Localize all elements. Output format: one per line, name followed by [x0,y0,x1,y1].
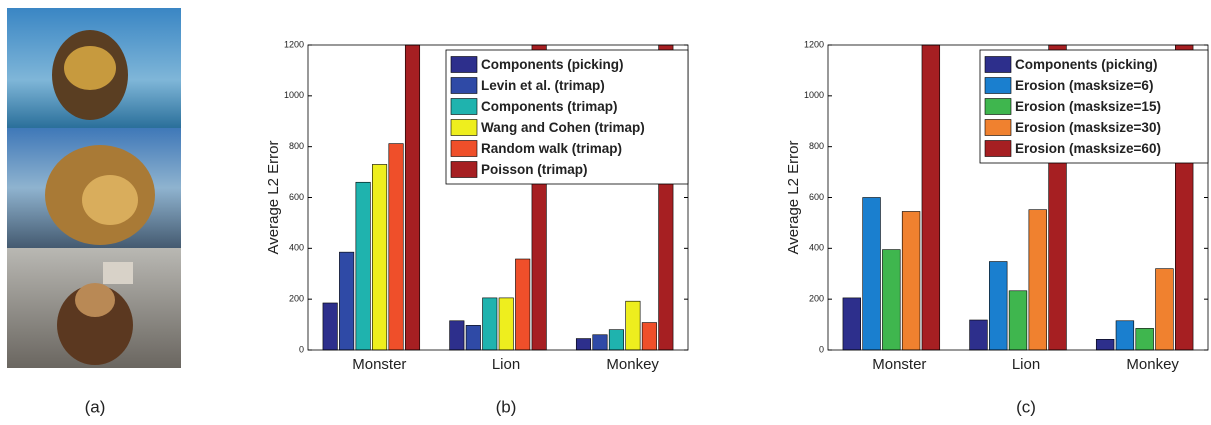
x-tick-label: Monkey [606,356,659,373]
bar [1135,328,1154,351]
plot-frame [307,44,689,351]
y-tick-label: 1200 [284,39,304,49]
legend-swatch [450,119,478,136]
bar [882,249,901,351]
legend-label: Components (picking) [1015,57,1158,72]
legend-label: Poisson (trimap) [481,162,588,177]
legend-swatch [984,77,1012,94]
x-tick-label: Monster [872,356,926,373]
bar [388,143,404,351]
legend-swatch [984,140,1012,157]
legend-label: Erosion (masksize=60) [1015,141,1161,156]
bar [355,181,371,351]
photo-panel: (a) [7,8,181,416]
bar [1008,290,1028,351]
legend-label: Erosion (masksize=15) [1015,99,1161,114]
legend-swatch [450,56,478,73]
bar [322,302,338,351]
y-tick-label: 1200 [804,39,824,49]
y-tick-label: 800 [809,141,824,151]
bar [1155,268,1174,351]
legend-label: Wang and Cohen (trimap) [481,120,645,135]
bar [592,334,608,351]
plot-frame [827,44,1209,351]
bar [862,197,881,351]
legend-swatch [984,56,1012,73]
legend-swatch [450,161,478,178]
bar [339,251,355,351]
x-tick-label: Lion [492,356,520,373]
y-tick-label: 1000 [284,90,304,100]
legend-box [979,49,1209,164]
bar [1095,339,1115,351]
bar [498,297,514,351]
legend-swatch [984,119,1012,136]
y-tick-label: 200 [809,294,824,304]
y-axis-label: Average L2 Error [785,141,802,255]
legend-swatch [450,98,478,115]
legend-swatch [450,140,478,157]
y-tick-label: 0 [299,344,304,354]
bar [515,258,531,351]
legend-swatch [450,77,478,94]
legend-swatch [984,98,1012,115]
bar [969,319,988,351]
x-tick-label: Lion [1012,356,1040,373]
bar [625,300,641,351]
bar [608,329,624,351]
y-axis-label: Average L2 Error [265,141,282,255]
y-tick-label: 400 [289,243,304,253]
chart: 0 200 400 600 800 1000 1200 Average L2 Error Mon… [785,39,1209,416]
caption: (c) [1016,397,1036,416]
chart: 0 200 400 600 800 1000 1200 Average L2 Error Mon… [265,39,689,416]
y-tick-label: 1000 [804,90,824,100]
bar [989,261,1008,351]
caption: (a) [85,397,106,416]
bar [404,44,421,351]
y-tick-label: 200 [289,294,304,304]
bar [449,320,465,351]
y-tick-label: 600 [809,192,824,202]
bar [575,338,592,351]
legend-box [445,49,689,185]
bar [465,325,481,351]
legend-label: Components (picking) [481,57,624,72]
y-tick-label: 400 [809,243,824,253]
y-tick-label: 600 [289,192,304,202]
legend-label: Erosion (masksize=30) [1015,120,1161,135]
x-tick-label: Monkey [1126,356,1179,373]
legend-label: Erosion (masksize=6) [1015,78,1153,93]
legend-label: Components (trimap) [481,99,618,114]
y-tick-label: 800 [289,141,304,151]
bar [641,322,657,351]
caption: (b) [496,397,517,416]
bar [1115,320,1135,351]
x-tick-label: Monster [352,356,406,373]
legend-label: Levin et al. (trimap) [481,78,605,93]
bar [921,44,941,351]
bar [842,297,861,351]
bar [482,297,498,351]
bar [1028,209,1047,351]
y-tick-label: 0 [819,344,824,354]
legend-label: Random walk (trimap) [481,141,622,156]
bar [372,164,388,351]
bar [901,211,921,351]
